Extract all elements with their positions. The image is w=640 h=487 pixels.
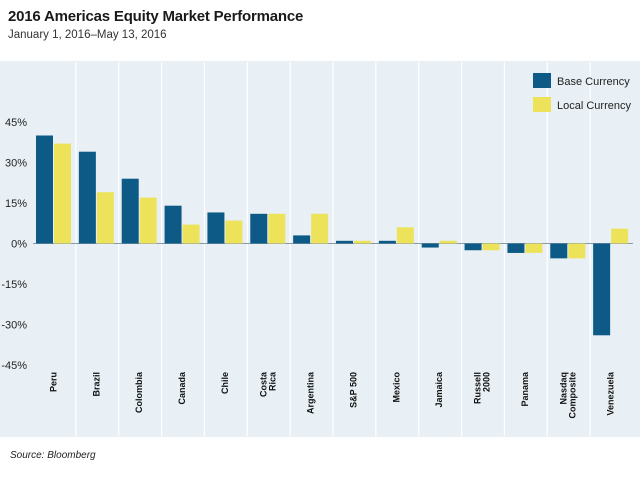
bar-local-chile [225, 220, 243, 244]
chart-title: 2016 Americas Equity Market Performance [8, 8, 304, 25]
x-tick-label: NasdaqComposite [558, 372, 577, 419]
bar-local-brazil [96, 192, 114, 244]
bar-base-venezuela [593, 243, 611, 336]
x-tick-label: S&P 500 [349, 372, 359, 408]
bar-base-nasdaq-composite [550, 243, 568, 259]
y-tick-label: -30% [1, 320, 27, 332]
legend-swatch-local [533, 97, 551, 112]
bar-local-sp500 [354, 240, 371, 244]
bar-local-colombia [139, 197, 157, 244]
bar-local-argentina [311, 213, 329, 244]
bar-base-mexico [378, 240, 396, 244]
x-tick-label: Canada [177, 371, 187, 405]
x-axis-labels: Peru Brazil Colombia Canada Chile CostaRica Ar… [49, 371, 616, 419]
bar-local-russell-2000 [482, 243, 500, 251]
bar-base-colombia [121, 178, 139, 244]
y-tick-label: 30% [5, 158, 27, 170]
x-tick-label: Jamaica [434, 371, 444, 408]
bar-local-venezuela [611, 228, 629, 244]
bar-base-argentina [293, 235, 311, 244]
y-axis-labels: 45% 30% 15% 0% -15% -30% -45% [1, 117, 27, 372]
bars [36, 135, 629, 336]
legend-label-base: Base Currency [557, 76, 630, 88]
y-tick-label: 45% [5, 117, 27, 129]
x-tick-label: Brazil [91, 372, 101, 397]
x-tick-label: Russell2000 [473, 372, 492, 404]
x-tick-label: Panama [520, 371, 530, 407]
bar-base-peru [36, 135, 53, 244]
vertical-gridlines [75, 62, 591, 436]
x-tick-label: CostaRica [258, 371, 277, 397]
bar-base-chile [207, 212, 225, 244]
x-tick-label: Chile [220, 372, 230, 394]
bar-local-panama [525, 243, 543, 253]
y-tick-label: 0% [11, 239, 27, 251]
bar-base-russell-2000 [464, 243, 482, 251]
x-tick-label: Venezuela [606, 371, 616, 416]
bar-base-canada [164, 205, 182, 244]
x-tick-label: Peru [49, 372, 59, 392]
bar-local-nasdaq-composite [568, 243, 586, 259]
chart-subtitle: January 1, 2016–May 13, 2016 [8, 29, 167, 41]
bar-base-costa-rica [250, 213, 268, 244]
bar-base-brazil [78, 151, 96, 244]
x-tick-label: Mexico [391, 372, 401, 403]
y-tick-label: -45% [1, 360, 27, 372]
y-tick-label: 15% [5, 198, 27, 210]
bar-local-peru [54, 143, 71, 244]
legend: Base Currency Local Currency [533, 73, 631, 112]
legend-swatch-base [533, 73, 551, 88]
y-tick-label: -15% [1, 279, 27, 291]
bar-local-jamaica [439, 240, 457, 244]
bar-local-mexico [396, 227, 414, 244]
legend-label-local: Local Currency [557, 100, 631, 112]
bar-local-costa-rica [268, 213, 286, 244]
bar-base-panama [507, 243, 525, 253]
x-tick-label: Argentina [306, 371, 316, 414]
bar-base-sp500 [336, 240, 353, 244]
source-note: Source: Bloomberg [10, 450, 96, 461]
bar-local-canada [182, 224, 200, 244]
bar-base-jamaica [421, 243, 439, 248]
x-tick-label: Colombia [134, 371, 144, 413]
